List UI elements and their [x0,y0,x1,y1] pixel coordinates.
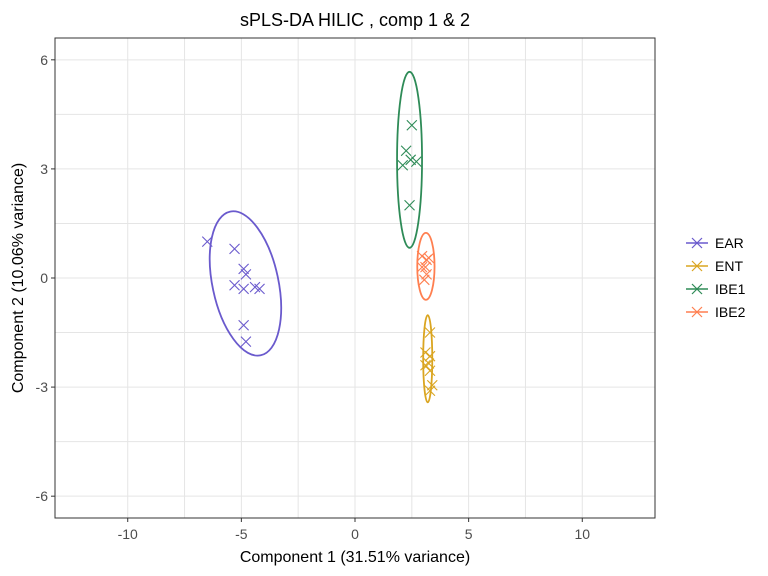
legend-marker [691,306,703,318]
legend-item-ibe1: IBE1 [686,281,746,297]
ellipse-ibe1 [396,70,423,249]
point-ent [426,379,438,391]
legend-item-ear: EAR [686,235,744,251]
chart-title: sPLS-DA HILIC , comp 1 & 2 [240,10,470,30]
legend-item-ent: ENT [686,258,743,274]
point-ear [229,279,240,291]
point-ear [201,236,213,248]
legend-label: IBE2 [715,304,746,320]
legend-marker [691,260,703,272]
point-ear [240,336,252,348]
ellipse-ear [208,210,283,357]
y-tick-label: -3 [36,379,49,395]
y-axis-title: Component 2 (10.06% variance) [10,163,27,393]
legend-label: EAR [715,235,744,251]
legend-label: IBE1 [715,281,746,297]
y-tick-label: 3 [40,161,48,177]
point-ibe1 [410,156,422,168]
legend-item-ibe2: IBE2 [686,304,746,320]
point-ibe2 [423,252,435,264]
point-ear [238,283,250,295]
point-ent [420,347,431,358]
legend-marker [691,237,703,249]
x-tick-label: 0 [351,526,359,542]
point-ibe1 [400,145,412,157]
legend: EAR ENT IBE1 IBE2 [686,235,746,320]
point-ibe1 [406,119,418,131]
point-ear [238,263,250,275]
point-ent [420,359,431,371]
point-ibe1 [397,159,409,171]
confidence-ellipses [208,70,436,404]
y-tick-label: 6 [40,52,48,68]
x-tick-label: -10 [118,526,138,542]
point-ibe2 [418,274,430,286]
point-ear [240,268,252,280]
point-ibe2 [420,261,431,273]
x-tick-label: 5 [465,526,473,542]
point-ibe2 [416,261,428,273]
point-ibe2 [416,250,428,262]
point-ibe1 [405,154,417,166]
point-ear [238,319,250,331]
y-tick-label: -6 [36,488,49,504]
legend-marker [691,283,703,295]
grid-lines [55,38,655,518]
axis-ticks: -10 -5 0 5 10 -6 -3 0 3 6 [36,52,591,542]
x-tick-label: 10 [574,526,590,542]
x-tick-label: -5 [235,526,248,542]
y-tick-label: 0 [40,270,48,286]
point-ent [424,385,436,397]
point-ent [424,350,436,362]
point-ibe1 [404,199,415,211]
point-ent [424,365,436,377]
point-ent [424,327,436,338]
point-ear [229,243,240,255]
ellipse-ibe2 [416,232,436,301]
point-ear [254,283,265,295]
legend-label: ENT [715,258,743,274]
data-points [201,119,438,397]
x-axis-title: Component 1 (31.51% variance) [240,549,470,566]
